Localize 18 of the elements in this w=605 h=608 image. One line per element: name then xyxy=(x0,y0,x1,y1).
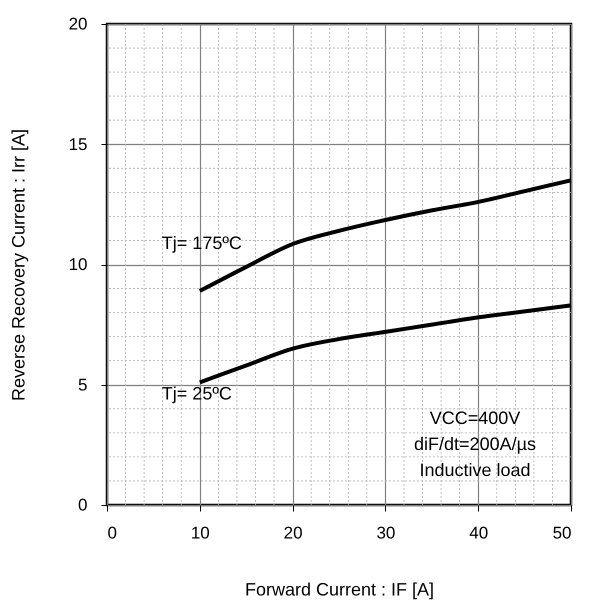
y-tick-label: 20 xyxy=(68,14,88,34)
x-tick-label: 0 xyxy=(108,524,117,542)
series-label: Tj= 25ºC xyxy=(162,383,232,404)
y-tick-label: 5 xyxy=(78,375,88,394)
x-tick-label: 40 xyxy=(469,524,488,542)
x-tick-label: 30 xyxy=(376,524,396,542)
annotation: diF/dt=200A/µs xyxy=(414,434,536,454)
annotation: VCC=400V xyxy=(430,408,520,428)
annotation: Inductive load xyxy=(419,460,531,480)
x-axis-title: Forward Current : IF [A] xyxy=(244,580,434,600)
series-label: Tj= 175ºC xyxy=(162,232,242,253)
y-tick-label: 15 xyxy=(68,134,88,154)
x-tick-label: 50 xyxy=(552,524,572,542)
x-tick-label: 20 xyxy=(284,524,303,542)
y-axis-title: Reverse Recovery Current : Irr [A] xyxy=(8,128,29,402)
x-tick-label: 10 xyxy=(190,524,210,542)
y-tick-label: 0 xyxy=(78,496,88,514)
y-tick-label: 10 xyxy=(68,255,88,274)
